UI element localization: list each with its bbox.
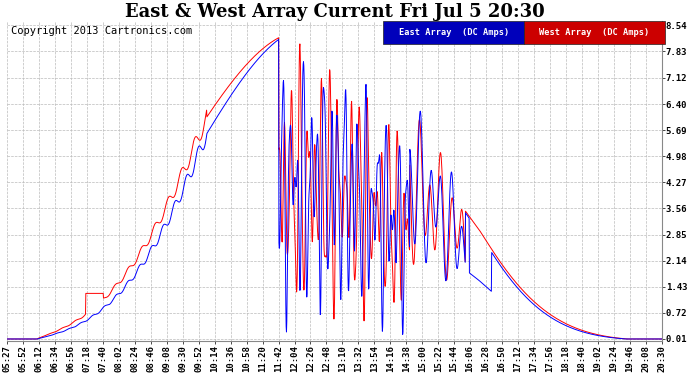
Bar (384, 21, 524, 44)
Text: Copyright 2013 Cartronics.com: Copyright 2013 Cartronics.com (10, 26, 192, 36)
Text: East Array  (DC Amps): East Array (DC Amps) (399, 28, 509, 37)
Text: West Array  (DC Amps): West Array (DC Amps) (540, 28, 649, 37)
Title: East & West Array Current Fri Jul 5 20:30: East & West Array Current Fri Jul 5 20:3… (124, 3, 544, 21)
Bar (524, 21, 665, 44)
